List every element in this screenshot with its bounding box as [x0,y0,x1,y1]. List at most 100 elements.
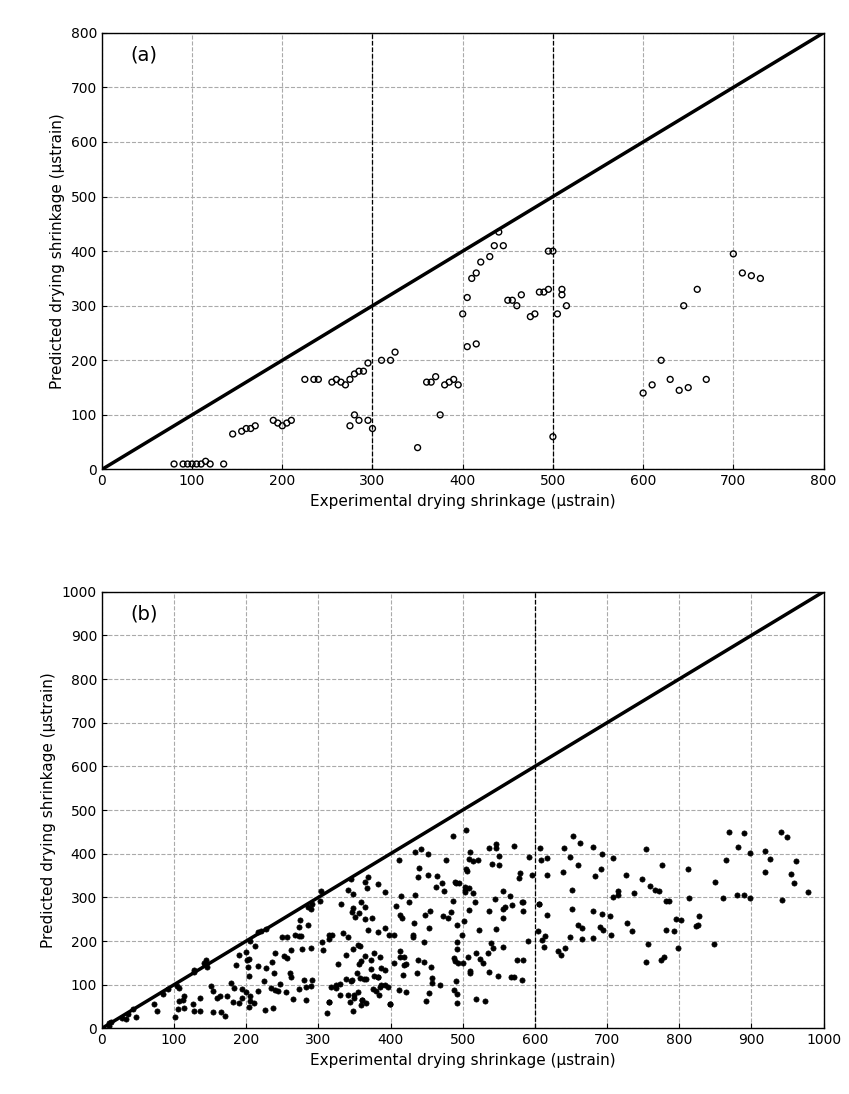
Point [235,980,249,998]
Point [322,993,335,1011]
Point [672,382,686,399]
Point [305,895,318,912]
Point [532,895,546,912]
Point [411,964,424,981]
Point [707,935,721,953]
Point [200,952,213,969]
Point [730,886,744,904]
Point [341,986,355,1003]
Point [645,376,659,394]
Point [172,979,186,997]
Point [627,884,640,901]
Point [214,1003,228,1021]
Point [268,981,282,999]
Point [555,286,569,303]
Point [388,344,402,361]
Point [407,928,420,945]
Point [325,927,339,944]
Point [504,968,518,986]
Point [380,978,394,996]
Point [361,411,374,429]
Point [417,933,430,951]
Point [254,922,267,940]
Point [352,904,366,921]
Point [199,453,212,470]
Point [317,942,330,959]
Point [273,975,287,992]
Point [395,887,408,905]
Point [335,895,348,912]
Point [397,948,411,966]
Point [587,839,600,857]
Point [700,371,713,388]
Point [456,954,469,971]
Point [644,877,657,895]
Point [436,908,449,926]
Point [430,878,443,896]
Point [161,980,175,998]
Point [595,846,609,863]
Point [659,893,672,910]
Point [347,989,361,1006]
Point [378,920,391,938]
Point [595,905,609,922]
Point [213,988,227,1005]
Point [672,940,685,957]
Point [542,243,555,260]
Point [119,1010,132,1027]
Point [460,863,474,881]
Point [438,376,452,394]
Point [203,455,216,473]
Point [738,824,751,841]
Point [104,1013,118,1031]
Point [127,1000,140,1017]
Point [541,849,554,866]
Point [232,994,245,1012]
Point [574,835,588,852]
Point [485,934,498,952]
Point [181,455,194,473]
Point [451,933,464,951]
Point [171,992,185,1010]
Point [275,417,289,434]
Point [787,874,801,892]
Point [341,928,355,945]
Point [351,964,364,981]
Point [784,865,797,883]
Point [571,857,584,874]
Point [458,883,471,900]
Point [780,828,794,846]
Point [361,921,374,939]
Point [677,296,690,314]
Point [177,455,190,473]
Point [354,997,368,1014]
Point [220,988,233,1005]
Point [389,897,402,915]
Point [745,267,758,284]
Point [604,927,618,944]
Point [524,307,537,325]
Point [334,975,347,992]
Point [735,265,749,282]
Point [555,280,569,298]
Point [663,371,677,388]
Point [538,927,552,944]
Point [636,384,649,401]
Point [446,827,459,845]
Point [367,980,380,998]
Point [481,944,495,962]
Point [469,990,483,1008]
Point [177,991,190,1009]
Point [411,439,424,456]
Point [284,411,298,429]
Point [754,270,767,288]
Point [150,1002,164,1020]
Point [492,223,505,241]
Point [295,940,309,957]
Point [423,919,436,936]
Point [531,922,545,940]
Y-axis label: Predicted drying shrinkage (μstrain): Predicted drying shrinkage (μstrain) [42,672,56,947]
Point [681,860,694,877]
Point [406,926,419,943]
Point [482,901,496,919]
